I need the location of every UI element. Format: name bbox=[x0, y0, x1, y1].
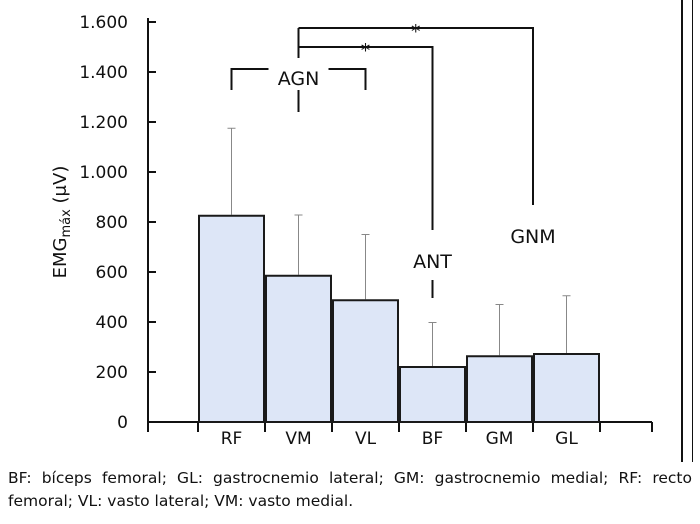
agn-bracket-right bbox=[328, 68, 367, 90]
significance-asterisk-gnm: * bbox=[411, 21, 421, 43]
y-tick-label: 1.200 bbox=[79, 113, 128, 133]
y-tick-label: 0 bbox=[117, 413, 128, 433]
bar-gl bbox=[533, 353, 600, 423]
x-tick-label-vm: VM bbox=[285, 429, 311, 449]
figure-caption: BF: bíceps femoral; GL: gastrocnemio lat… bbox=[8, 469, 692, 510]
sig-bracket-agn-gnm bbox=[298, 27, 534, 205]
axes: 0 200 400 600 800 1.000 1.200 1.400 1.600 bbox=[79, 13, 653, 433]
group-label-agn: AGN bbox=[278, 68, 320, 90]
x-tick-label-gm: GM bbox=[486, 429, 514, 449]
bar-vl bbox=[332, 299, 399, 423]
significance-brackets bbox=[230, 27, 534, 298]
group-label-gnm: GNM bbox=[510, 226, 555, 248]
y-tick-label: 1.600 bbox=[79, 13, 128, 33]
bar-bf bbox=[399, 366, 466, 423]
x-tick-label-vl: VL bbox=[355, 429, 377, 449]
right-border-rule-thin bbox=[692, 0, 693, 462]
bar-gm bbox=[466, 355, 533, 423]
significance-asterisk-ant: * bbox=[361, 40, 371, 62]
x-tick-label-rf: RF bbox=[221, 429, 243, 449]
right-border-rule bbox=[681, 0, 683, 462]
y-tick-label: 400 bbox=[96, 313, 128, 333]
y-tick-label: 200 bbox=[96, 363, 128, 383]
y-tick-label: 1.000 bbox=[79, 163, 128, 183]
group-label-ant: ANT bbox=[413, 251, 452, 273]
bars bbox=[198, 128, 600, 423]
sig-bracket-agn-ant bbox=[298, 46, 434, 230]
y-tick-label: 800 bbox=[96, 213, 128, 233]
bar-vm bbox=[265, 274, 332, 423]
bar-rf bbox=[198, 214, 265, 423]
y-tick-label: 1.400 bbox=[79, 63, 128, 83]
y-axis-title: EMGmáx (μV) bbox=[50, 166, 74, 279]
y-tick-label: 600 bbox=[96, 263, 128, 283]
agn-bracket-left bbox=[230, 68, 269, 90]
x-tick-label-bf: BF bbox=[422, 429, 443, 449]
bar-chart: 0 200 400 600 800 1.000 1.200 1.400 1.600 RF VM VL… bbox=[50, 13, 653, 449]
x-tick-label-gl: GL bbox=[555, 429, 578, 449]
labels: RF VM VL BF GM GL EMGmáx (μV) AGN ANT GNM * * bbox=[50, 21, 578, 449]
